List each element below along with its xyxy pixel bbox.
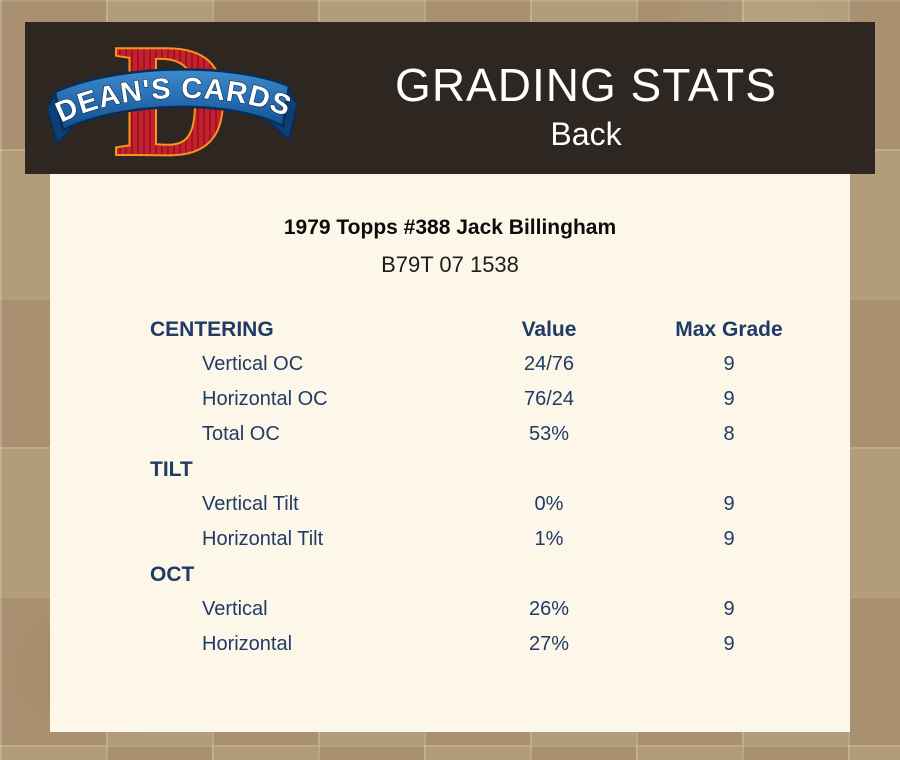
row-label: Vertical OC	[202, 353, 304, 375]
row-label: Horizontal	[202, 633, 293, 655]
section-label-tilt: TILT	[150, 458, 193, 481]
row-value: 0%	[534, 493, 564, 515]
row-label: Horizontal OC	[202, 388, 328, 410]
row-max-grade: 8	[723, 423, 735, 445]
row-max-grade: 9	[723, 528, 735, 550]
stats-panel: 1979 Topps #388 Jack Billingham B79T 07 …	[50, 174, 850, 732]
column-header-max-grade: Max Grade	[675, 318, 783, 341]
row-max-grade	[640, 557, 818, 592]
table-row-horizontal-oct: Horizontal 27% 9	[150, 627, 818, 662]
table-section-tilt: TILT	[150, 452, 818, 487]
row-label: Horizontal Tilt	[202, 528, 324, 550]
table-row-horizontal-oc: Horizontal OC 76/24 9	[150, 382, 818, 417]
header-titles: GRADING STATS Back	[297, 44, 875, 152]
deans-cards-logo-graphic: D DEAN'S CARDS	[45, 9, 299, 191]
row-value: 53%	[528, 423, 570, 445]
logo-ribbon-banner	[53, 68, 291, 132]
table-row-horizontal-tilt: Horizontal Tilt 1% 9	[150, 522, 818, 557]
row-value	[458, 452, 640, 487]
row-value	[458, 557, 640, 592]
page-subtitle: Back	[550, 116, 622, 152]
table-row-vertical-oct: Vertical 26% 9	[150, 592, 818, 627]
grading-table: CENTERING Value Max Grade Vertical OC 24…	[150, 312, 818, 662]
page-title: GRADING STATS	[395, 59, 777, 111]
row-value: 76/24	[523, 388, 575, 410]
row-value: 27%	[528, 633, 570, 655]
row-value: 26%	[528, 598, 570, 620]
table-header-row: CENTERING Value Max Grade	[150, 312, 818, 347]
column-header-value: Value	[521, 318, 577, 341]
row-max-grade: 9	[723, 493, 735, 515]
row-max-grade: 9	[723, 633, 735, 655]
section-label-oct: OCT	[150, 563, 195, 586]
table-row-vertical-tilt: Vertical Tilt 0% 9	[150, 487, 818, 522]
table-row-total-oc: Total OC 53% 8	[150, 417, 818, 452]
card-serial-number: B79T 07 1538	[381, 252, 519, 277]
row-value: 24/76	[523, 353, 575, 375]
row-max-grade: 9	[723, 598, 735, 620]
table-section-oct: OCT	[150, 557, 818, 592]
deans-cards-logo: D DEAN'S CARDS	[45, 9, 299, 191]
table-row-vertical-oc: Vertical OC 24/76 9	[150, 347, 818, 382]
row-value: 1%	[534, 528, 564, 550]
row-label: Vertical Tilt	[202, 493, 299, 515]
section-label-centering: CENTERING	[150, 318, 274, 341]
card-title: 1979 Topps #388 Jack Billingham	[283, 216, 617, 239]
row-label: Total OC	[202, 423, 280, 445]
row-max-grade: 9	[723, 353, 735, 375]
header-banner: D DEAN'S CARDS GRADING STATS Back	[25, 9, 875, 191]
row-max-grade: 9	[723, 388, 735, 410]
row-label: Vertical	[202, 598, 268, 620]
row-max-grade	[640, 452, 818, 487]
